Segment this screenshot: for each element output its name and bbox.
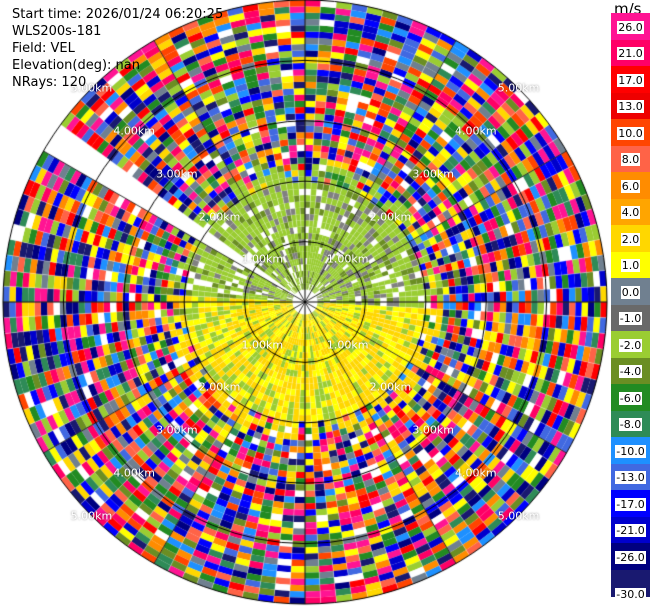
- elevation-text: Elevation(deg): nan: [12, 58, 140, 73]
- colorbar-tick-label: -6.0: [611, 391, 650, 405]
- colorbar-tick-text: -26.0: [615, 550, 646, 564]
- colorbar-tick-label: 21.0: [611, 47, 650, 61]
- colorbar-tick-text: 6.0: [620, 179, 641, 193]
- colorbar-tick-text: -6.0: [618, 391, 643, 405]
- start-time-text: Start time: 2026/01/24 06:20:25: [12, 7, 224, 22]
- ppi-velocity-plot: [0, 0, 610, 610]
- colorbar-tick-label: 6.0: [611, 179, 650, 193]
- field-text: Field: VEL: [12, 41, 75, 56]
- colorbar-tick-text: -1.0: [618, 312, 643, 326]
- colorbar-tick-text: 13.0: [617, 100, 644, 114]
- scan-info-panel: Start time: 2026/01/24 06:20:25 WLS200s-…: [12, 6, 223, 91]
- colorbar-tick-label: -30.0: [611, 588, 650, 601]
- colorbar-tick-text: -30.0: [615, 588, 646, 601]
- velocity-colorbar: m/s 26.0 21.0 17.0 13.0 10.0 8.0 6.0 4.0 2.0 1.0 0…: [611, 0, 650, 610]
- colorbar-tick-label: -26.0: [611, 550, 650, 564]
- colorbar-tick-text: 4.0: [620, 206, 641, 220]
- colorbar-tick-label: -21.0: [611, 524, 650, 538]
- colorbar-tick-text: -10.0: [615, 444, 646, 458]
- nrays-text: NRays: 120: [12, 75, 87, 90]
- colorbar-tick-label: -1.0: [611, 312, 650, 326]
- colorbar-tick-label: 4.0: [611, 206, 650, 220]
- colorbar-tick-text: 26.0: [617, 20, 644, 34]
- colorbar-tick-text: -4.0: [618, 365, 643, 379]
- colorbar-tick-label: -8.0: [611, 418, 650, 432]
- colorbar-tick-text: -17.0: [615, 497, 646, 511]
- colorbar-tick-label: -2.0: [611, 338, 650, 352]
- colorbar-tick-label: 1.0: [611, 259, 650, 273]
- colorbar-tick-text: 17.0: [617, 73, 644, 87]
- colorbar-tick-text: 10.0: [617, 126, 644, 140]
- colorbar-tick-label: 8.0: [611, 153, 650, 167]
- colorbar-tick-text: 0.0: [620, 285, 641, 299]
- colorbar-tick-text: 21.0: [617, 47, 644, 61]
- colorbar-tick-label: 10.0: [611, 126, 650, 140]
- colorbar-bins: 26.0 21.0 17.0 13.0 10.0 8.0 6.0 4.0 2.0 1.0 0.0 -1…: [611, 13, 650, 601]
- instrument-name: WLS200s-181: [12, 24, 102, 39]
- colorbar-tick-label: -10.0: [611, 444, 650, 458]
- colorbar-tick-text: 1.0: [620, 259, 641, 273]
- colorbar-tick-label: -17.0: [611, 497, 650, 511]
- colorbar-tick-label: 13.0: [611, 100, 650, 114]
- colorbar-tick-label: 26.0: [611, 20, 650, 34]
- colorbar-tick-text: 8.0: [620, 153, 641, 167]
- colorbar-tick-text: -2.0: [618, 338, 643, 352]
- colorbar-tick-text: -8.0: [618, 418, 643, 432]
- colorbar-tick-label: -13.0: [611, 471, 650, 485]
- colorbar-tick-label: 2.0: [611, 232, 650, 246]
- colorbar-tick-label: 17.0: [611, 73, 650, 87]
- colorbar-tick-text: -13.0: [615, 471, 646, 485]
- colorbar-tick-label: 0.0: [611, 285, 650, 299]
- colorbar-tick-text: -21.0: [615, 524, 646, 538]
- colorbar-tick-text: 2.0: [620, 232, 641, 246]
- colorbar-tick-label: -4.0: [611, 365, 650, 379]
